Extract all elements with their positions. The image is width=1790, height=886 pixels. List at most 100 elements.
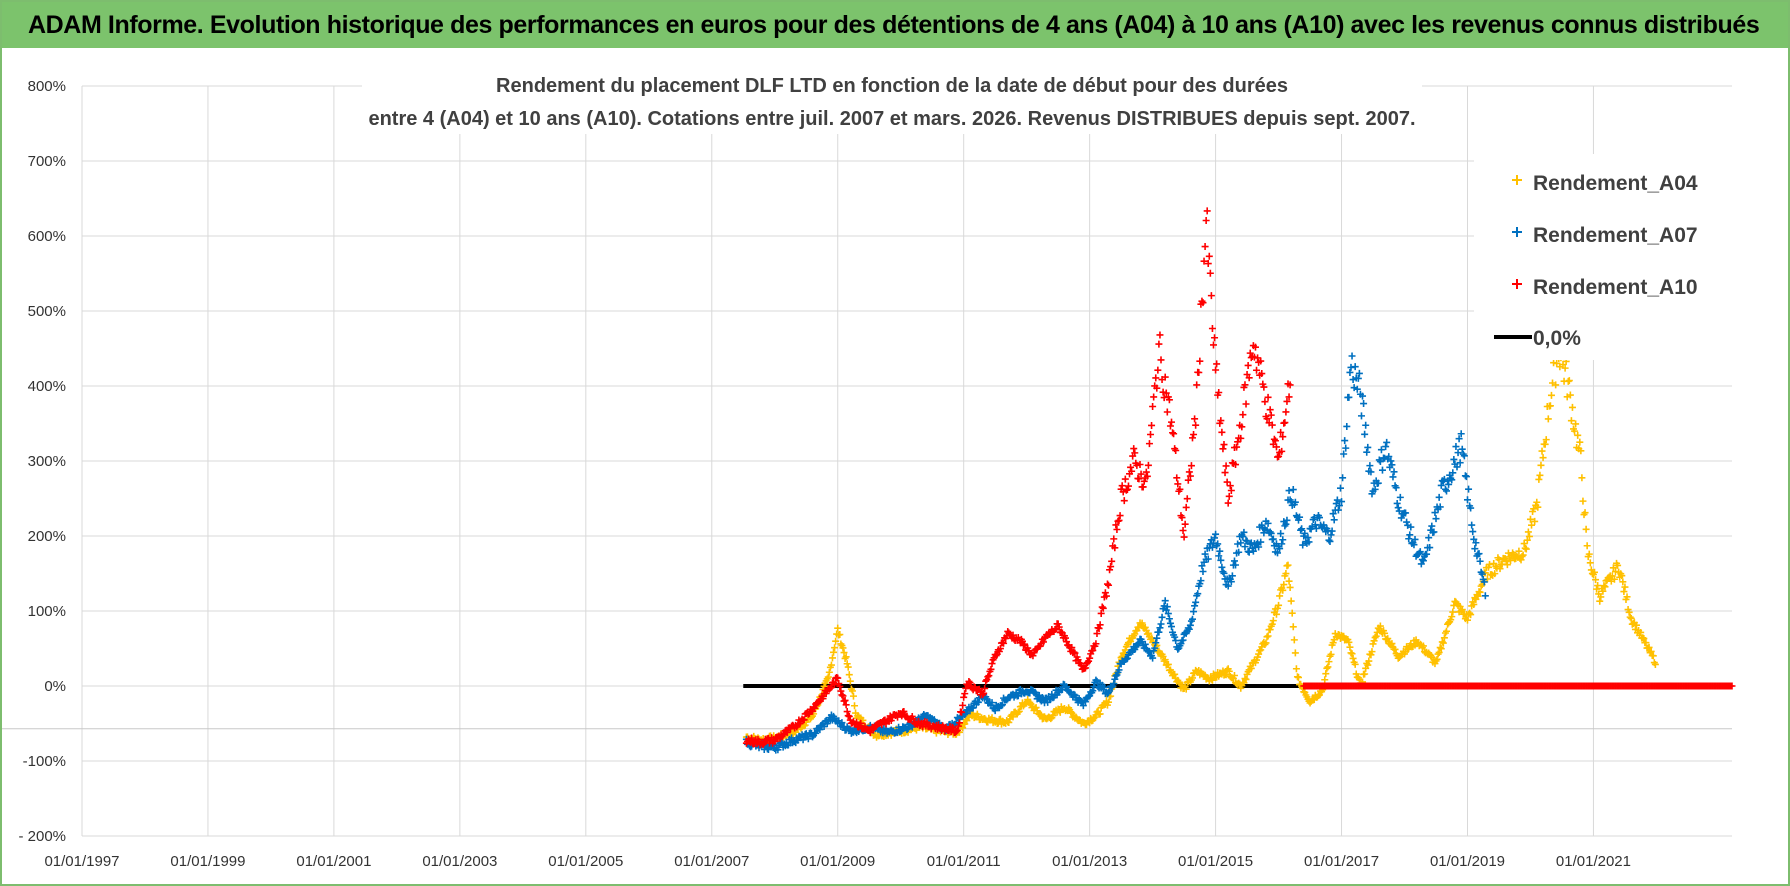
point-a10 bbox=[783, 728, 791, 736]
x-tick-label: 01/01/2007 bbox=[674, 853, 749, 870]
point-a07 bbox=[1149, 654, 1157, 662]
point-a04 bbox=[1189, 674, 1196, 682]
point-a07 bbox=[1359, 392, 1367, 400]
point-a04 bbox=[1645, 643, 1653, 651]
point-a07 bbox=[1208, 543, 1216, 551]
point-a07 bbox=[1112, 672, 1120, 680]
point-a07 bbox=[1465, 485, 1473, 493]
point-a04 bbox=[1619, 578, 1627, 586]
point-a10 bbox=[1020, 641, 1028, 649]
point-a10 bbox=[954, 722, 962, 730]
point-a10 bbox=[1084, 659, 1092, 667]
x-tick-label: 01/01/2001 bbox=[296, 853, 371, 870]
point-a04 bbox=[1449, 608, 1457, 616]
point-a07 bbox=[1282, 520, 1290, 528]
point-a04 bbox=[1539, 454, 1547, 462]
y-tick-label: 600% bbox=[28, 228, 66, 245]
point-a07 bbox=[1185, 625, 1193, 633]
point-a10 bbox=[1130, 445, 1138, 453]
point-a04 bbox=[1609, 564, 1617, 572]
point-a10 bbox=[1161, 373, 1169, 381]
point-a10 bbox=[1169, 429, 1177, 437]
point-a10 bbox=[1173, 474, 1181, 482]
point-a04 bbox=[1383, 635, 1391, 643]
point-a04 bbox=[1049, 712, 1057, 720]
point-a10 bbox=[1190, 430, 1198, 438]
point-a10 bbox=[1021, 640, 1029, 648]
point-a10 bbox=[1071, 649, 1079, 657]
point-a07 bbox=[1249, 547, 1257, 555]
point-a07 bbox=[1204, 555, 1212, 563]
point-a04 bbox=[1279, 586, 1287, 594]
point-a04 bbox=[1601, 583, 1609, 591]
point-a07 bbox=[1194, 590, 1202, 598]
point-a10 bbox=[1096, 621, 1104, 629]
point-a10 bbox=[952, 727, 960, 735]
point-a10 bbox=[1263, 415, 1271, 423]
point-a07 bbox=[1189, 615, 1196, 623]
point-a07 bbox=[1364, 443, 1372, 451]
point-a07 bbox=[1405, 535, 1413, 543]
point-a07 bbox=[1387, 457, 1395, 465]
point-a07 bbox=[1383, 438, 1391, 446]
point-a04 bbox=[1182, 685, 1190, 693]
point-a10 bbox=[1182, 503, 1190, 511]
point-a04 bbox=[1621, 583, 1629, 591]
point-a04 bbox=[1477, 582, 1485, 590]
point-a07 bbox=[1199, 568, 1207, 576]
point-a07 bbox=[1168, 623, 1175, 631]
point-a04 bbox=[1525, 532, 1533, 540]
point-a07 bbox=[1423, 550, 1431, 558]
point-a07 bbox=[1392, 484, 1400, 492]
point-a10 bbox=[841, 696, 849, 704]
point-a10 bbox=[1286, 381, 1294, 389]
point-a04 bbox=[1599, 587, 1607, 595]
point-a10 bbox=[953, 726, 961, 734]
point-a04 bbox=[1207, 675, 1215, 683]
y-tick-label: 500% bbox=[28, 303, 66, 320]
point-a10 bbox=[887, 717, 895, 725]
point-a04 bbox=[1005, 718, 1013, 726]
point-a07 bbox=[816, 726, 824, 734]
point-a04 bbox=[1565, 377, 1573, 385]
point-a07 bbox=[1448, 476, 1456, 484]
point-a07 bbox=[1350, 384, 1358, 392]
point-a10 bbox=[1133, 461, 1141, 469]
point-a07 bbox=[1435, 493, 1443, 501]
point-a07 bbox=[1164, 610, 1172, 618]
point-a10 bbox=[1239, 411, 1247, 419]
point-a07 bbox=[1297, 526, 1305, 534]
point-a04 bbox=[839, 644, 847, 652]
point-a04 bbox=[1594, 582, 1602, 590]
point-a10 bbox=[1201, 243, 1209, 251]
point-a10 bbox=[1097, 609, 1105, 617]
point-a07 bbox=[988, 699, 996, 707]
point-a07 bbox=[1155, 628, 1163, 636]
title-background bbox=[362, 66, 1422, 134]
point-a04 bbox=[1530, 505, 1538, 513]
point-a04 bbox=[1542, 436, 1550, 444]
point-a07 bbox=[1454, 449, 1462, 457]
point-a07 bbox=[1197, 577, 1205, 585]
point-a04 bbox=[1067, 708, 1075, 716]
point-a10 bbox=[1220, 441, 1228, 449]
point-a04 bbox=[1470, 600, 1478, 608]
point-a07 bbox=[1172, 637, 1180, 645]
point-a04 bbox=[1225, 667, 1233, 675]
point-a07 bbox=[897, 727, 905, 735]
point-a10 bbox=[1118, 482, 1126, 490]
point-a10 bbox=[1121, 475, 1129, 483]
point-a04 bbox=[1351, 660, 1359, 668]
point-a07 bbox=[1241, 543, 1249, 551]
point-a07 bbox=[1480, 578, 1488, 586]
point-a07 bbox=[1416, 548, 1424, 556]
gridlines bbox=[2, 85, 1732, 837]
point-a10 bbox=[1123, 485, 1131, 493]
point-a04 bbox=[846, 677, 854, 685]
point-a07 bbox=[1153, 634, 1161, 642]
point-a04 bbox=[851, 702, 859, 710]
point-a07 bbox=[1472, 539, 1480, 547]
point-a10 bbox=[1093, 630, 1101, 638]
point-a10 bbox=[987, 665, 995, 673]
point-a10 bbox=[949, 724, 957, 732]
